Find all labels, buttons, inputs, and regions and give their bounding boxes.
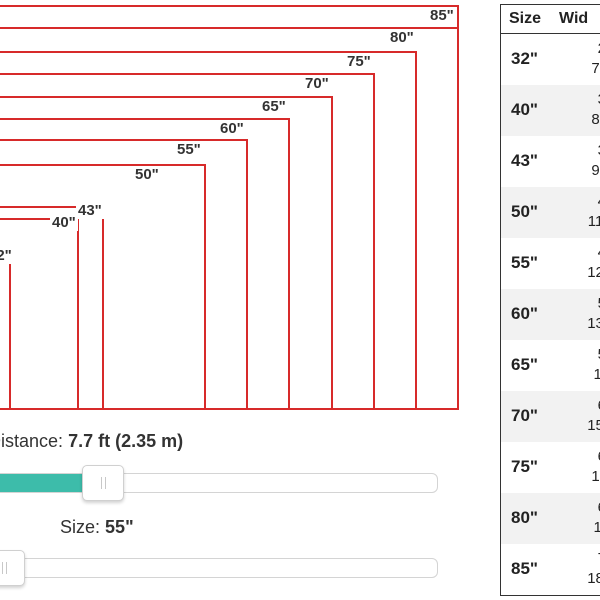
width-cell: 47121.7 [551, 238, 600, 289]
size-cell: 40" [501, 84, 551, 136]
size-cell: 70" [501, 390, 551, 442]
tv-outline [0, 5, 459, 410]
size-cell: 80" [501, 492, 551, 544]
size-slider-thumb[interactable] [0, 550, 25, 586]
tv-size-label: 60" [218, 120, 246, 137]
table-row: 32" 2770.9 [501, 34, 600, 85]
width-inches: 43 [551, 192, 600, 212]
width-centimeters: 88.6 [591, 111, 600, 128]
width-inches: 47 [551, 243, 600, 263]
size-cell: 60" [501, 288, 551, 340]
width-cell: 3795.3 [551, 136, 600, 187]
distance-slider-fill [0, 474, 103, 492]
table-row: 80"69177 [501, 492, 600, 544]
table-row: 40"3488.6 [501, 84, 600, 136]
size-slider[interactable] [0, 550, 438, 586]
size-cell: 85" [511, 559, 538, 578]
distance-readout: Distance: 7.7 ft (2.35 m) [0, 431, 183, 452]
width-cell: 69177 [551, 492, 600, 544]
width-inches: 69 [551, 498, 600, 518]
width-cell: 74188.2 [551, 544, 600, 595]
width-inches: 65 [551, 447, 600, 467]
tv-size-label: 85" [428, 7, 456, 24]
width-centimeters: 70.9 [591, 60, 600, 78]
table-row: 70"61154.9 [501, 390, 600, 442]
width-inches: 37 [551, 141, 600, 161]
width-inches: 27 [551, 39, 600, 59]
size-cell: 65" [511, 355, 538, 374]
table-row: 75" 65166. [501, 442, 600, 493]
size-cell: 50" [501, 186, 551, 238]
size-cell: 75" [511, 457, 538, 476]
width-centimeters: 166. [591, 468, 600, 485]
tv-size-label: 40" [50, 214, 78, 231]
size-cell: 43" [511, 151, 538, 170]
tv-size-label: 75" [345, 53, 373, 70]
table-row: 60"52132.8 [501, 288, 600, 340]
tv-size-label: 70" [303, 75, 331, 92]
table-row: 85" 74188.2 [501, 544, 600, 595]
column-header-size: Size [501, 5, 551, 34]
tv-size-label: 32" [0, 248, 14, 264]
width-centimeters: 177 [551, 518, 600, 538]
width-centimeters: 110.7 [587, 213, 600, 230]
width-inches: 56 [551, 345, 600, 365]
table-row: 55" 47121.7 [501, 238, 600, 289]
table-row: 65" 56144 [501, 340, 600, 391]
distance-value: 7.7 ft (2.35 m) [68, 431, 184, 451]
tv-size-label: 50" [133, 166, 161, 183]
width-centimeters: 95.3 [591, 162, 600, 179]
tv-size-label: 55" [175, 141, 203, 158]
width-centimeters: 144 [551, 365, 600, 385]
width-inches: 61 [551, 396, 600, 416]
table-row: 43" 3795.3 [501, 136, 600, 187]
size-label: Size: [60, 517, 101, 537]
size-table-container: Size Wid 32"2770.940"3488.643"3795.350"4… [500, 4, 600, 596]
width-inches: 52 [551, 294, 600, 314]
size-value: 55" [105, 517, 134, 537]
distance-slider[interactable] [0, 465, 438, 501]
width-centimeters: 154.9 [587, 417, 600, 434]
width-cell: 3488.6 [551, 84, 600, 136]
size-cell: 55" [511, 253, 538, 272]
table-header-row: Size Wid [501, 5, 600, 34]
tv-size-label: 43" [76, 202, 104, 219]
size-cell: 32" [511, 49, 538, 69]
table-row: 50"43110.7 [501, 186, 600, 238]
distance-label: Distance: [0, 431, 64, 451]
tv-size-comparison: 32" 40"43" 50" 55" 60" 65" 70" 75" 80" 85" [0, 5, 459, 410]
tv-size-label: 65" [260, 98, 288, 115]
width-cell: 2770.9 [551, 34, 600, 85]
width-cell: 65166. [551, 442, 600, 493]
width-centimeters: 188.2 [587, 570, 600, 587]
width-inches: 34 [551, 90, 600, 110]
width-inches: 74 [551, 549, 600, 569]
tv-size-label: 80" [388, 29, 416, 46]
distance-slider-thumb[interactable] [82, 465, 124, 501]
size-table: Size Wid 32"2770.940"3488.643"3795.350"4… [501, 5, 600, 595]
column-header-width: Wid [551, 5, 600, 34]
size-readout: Size: 55" [60, 517, 134, 538]
width-cell: 43110.7 [551, 186, 600, 238]
width-cell: 56144 [551, 340, 600, 391]
width-centimeters: 132.8 [587, 315, 600, 332]
width-centimeters: 121.7 [587, 264, 600, 281]
width-cell: 61154.9 [551, 390, 600, 442]
width-cell: 52132.8 [551, 288, 600, 340]
